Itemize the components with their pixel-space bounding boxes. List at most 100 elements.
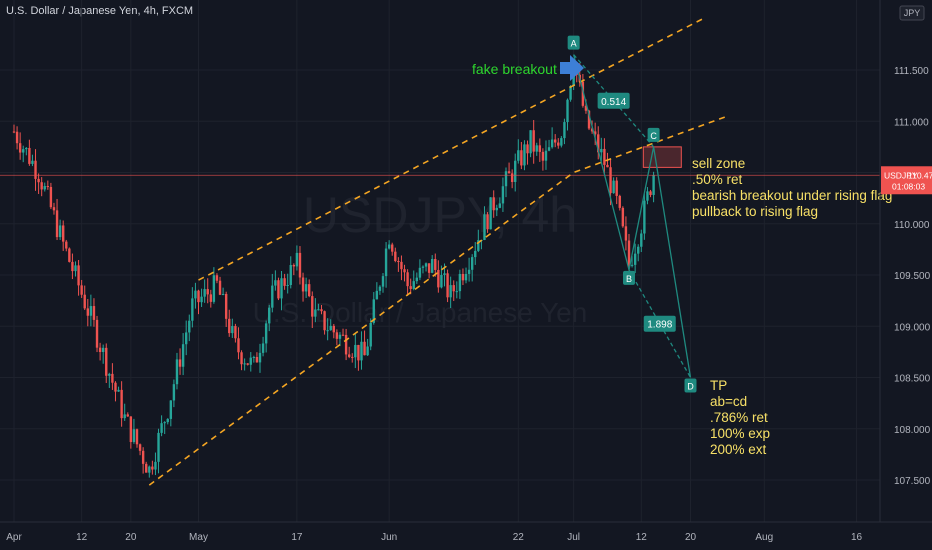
candle-body: [593, 131, 597, 135]
candle-body: [557, 142, 560, 146]
candle-body: [597, 134, 600, 153]
candle-body: [630, 264, 634, 266]
candles: [12, 62, 655, 478]
pattern-point-label: D: [687, 382, 694, 392]
candle-body: [31, 160, 34, 164]
candle-body: [197, 290, 200, 303]
candle-body: [424, 263, 428, 267]
candle-body: [461, 273, 465, 281]
candle-body: [335, 332, 339, 339]
candle-body: [369, 322, 372, 347]
candle-body: [157, 432, 160, 462]
tp-note: 100% exp: [710, 426, 770, 441]
y-tick-label: 107.500: [894, 476, 931, 487]
candle-body: [372, 299, 375, 323]
sell-zone-note: pullback to rising flag: [692, 204, 818, 219]
candle-body: [111, 373, 114, 383]
candle-body: [332, 325, 335, 333]
candle-body: [474, 250, 477, 258]
candle-body: [34, 160, 37, 179]
candle-body: [455, 291, 458, 293]
candle-body: [169, 400, 173, 419]
pattern-leg-cd: [652, 146, 692, 378]
ratio-badge: [597, 92, 630, 109]
candle-body: [55, 210, 59, 238]
candle-body: [194, 290, 197, 299]
fake-breakout-text: fake breakout: [472, 61, 557, 77]
candle-body: [234, 326, 237, 339]
tp-note: .786% ret: [710, 410, 768, 425]
currency-badge-label: JPY: [904, 8, 921, 18]
pattern-point-c: [647, 127, 660, 142]
candle-body: [83, 294, 86, 309]
candle-body: [615, 180, 618, 196]
pattern-point-d: [684, 378, 697, 393]
price-tag-price: 110.473: [908, 170, 932, 180]
candle-body: [643, 200, 646, 234]
sell-zone-note: bearish breakout under rising flag: [692, 188, 892, 203]
candle-body: [584, 105, 588, 111]
candle-body: [160, 423, 163, 433]
pattern-point-b: [623, 270, 635, 285]
candle-body: [12, 131, 16, 133]
candle-body: [412, 281, 415, 289]
chart-title: U.S. Dollar / Japanese Yen, 4h, FXCM: [6, 5, 194, 17]
candle-body: [120, 389, 123, 419]
candle-body: [271, 285, 274, 308]
candle-body: [231, 326, 234, 334]
candle-body: [347, 354, 351, 357]
candle-body: [603, 148, 606, 165]
candle-body: [323, 311, 326, 331]
candle-body: [317, 309, 320, 311]
candle-body: [298, 252, 302, 278]
candle-body: [148, 466, 151, 473]
candle-body: [403, 269, 406, 273]
ratio-label: 1.898: [647, 320, 672, 331]
candle-body: [301, 277, 305, 292]
ratio-label: 0.514: [601, 97, 626, 108]
candle-body: [246, 363, 249, 365]
candle-body: [258, 352, 262, 363]
candle-body: [141, 450, 145, 464]
candle-body: [292, 265, 296, 267]
candle-body: [163, 422, 166, 424]
candle-body: [637, 246, 640, 254]
candle-body: [566, 99, 569, 123]
candle-body: [15, 131, 19, 144]
candle-body: [351, 356, 354, 358]
x-tick-label: 20: [125, 532, 137, 543]
candle-body: [274, 280, 277, 286]
candle-body: [547, 147, 551, 151]
flag-upper-line: [198, 18, 704, 281]
candle-body: [418, 267, 422, 278]
candle-body: [286, 285, 289, 287]
x-tick-label: 22: [513, 532, 525, 543]
candle-body: [49, 186, 53, 208]
candle-body: [587, 110, 591, 129]
candle-body: [191, 298, 194, 321]
candle-body: [240, 352, 243, 365]
candle-body: [520, 150, 523, 166]
candle-body: [304, 284, 308, 292]
candle-body: [624, 226, 628, 241]
candle-body: [640, 233, 643, 247]
candle-body: [114, 382, 117, 392]
pattern-point-a: [567, 35, 580, 50]
candle-body: [129, 416, 133, 443]
candle-body: [526, 144, 529, 154]
candle-body: [378, 286, 382, 291]
candle-body: [458, 273, 462, 292]
candle-body: [145, 463, 148, 473]
candle-body: [535, 145, 538, 152]
candle-body: [646, 191, 649, 201]
candle-body: [381, 276, 385, 287]
candle-body: [280, 278, 283, 299]
y-tick-label: 108.500: [894, 374, 931, 385]
candle-body: [510, 173, 514, 182]
candle-body: [108, 373, 111, 376]
candle-body: [581, 81, 585, 106]
candle-body: [338, 334, 342, 339]
